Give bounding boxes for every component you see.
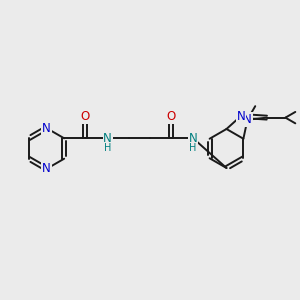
Text: O: O — [166, 110, 175, 124]
Text: O: O — [80, 110, 90, 124]
Text: N: N — [42, 122, 51, 135]
Text: N: N — [42, 162, 51, 176]
Text: N: N — [189, 132, 197, 145]
Text: N: N — [243, 113, 252, 126]
Text: N: N — [103, 132, 112, 145]
Text: H: H — [104, 143, 111, 153]
Text: N: N — [237, 110, 245, 123]
Text: H: H — [190, 143, 197, 153]
